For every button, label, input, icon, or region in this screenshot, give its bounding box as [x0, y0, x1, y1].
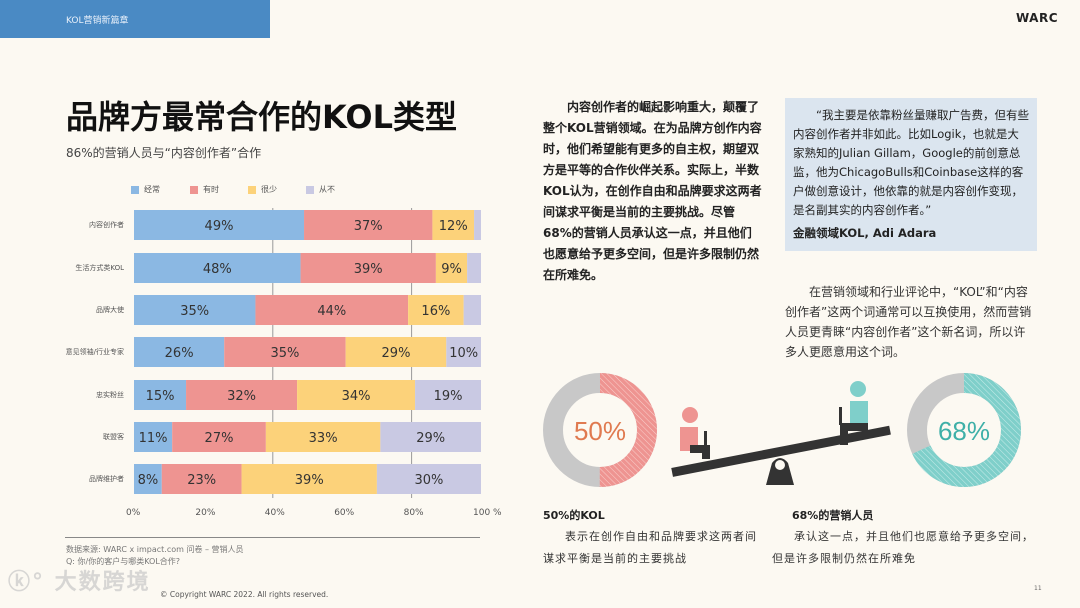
bar-label: 32% [227, 389, 256, 404]
bar-label: 12% [439, 219, 468, 234]
bar-label: 29% [416, 431, 445, 446]
bar-segment [224, 337, 346, 367]
x-tick-label: 100 % [473, 508, 502, 518]
brand-logo: WARC [1015, 11, 1058, 25]
bar-segment [255, 295, 409, 325]
bar-segment [134, 253, 301, 283]
section-header: KOL营销新篇章 [0, 0, 270, 38]
bar-label: 29% [382, 346, 411, 361]
bar-segment [241, 464, 377, 494]
x-tick-label: 80% [403, 508, 424, 518]
bar-label: 11% [139, 431, 168, 446]
bar-label: 10% [449, 346, 478, 361]
source-note: 数据来源: WARC x impact.com 问卷 – 营销人员 [66, 545, 244, 554]
bar-label: 33% [309, 431, 338, 446]
bar-label: 30% [414, 473, 443, 488]
seesaw-icon [671, 381, 891, 485]
bar-label: 34% [342, 389, 371, 404]
bar-segment [297, 380, 416, 410]
bar-segment [300, 253, 436, 283]
x-tick-label: 0% [126, 508, 141, 518]
stat-kol-text: 表示在创作自由和品牌要求这两者间谋求平衡是当前的主要挑战 [543, 530, 757, 565]
bar-segment [172, 422, 266, 452]
bar-segment [432, 210, 475, 240]
donut-marketers: 68% [907, 373, 1021, 487]
x-tick-label: 60% [334, 508, 355, 518]
bar-label: 44% [317, 304, 346, 319]
category-label: 内容创作者 [89, 221, 124, 229]
quote-box: “我主要是依靠粉丝量赚取广告费，但有些内容创作者并非如此。比如Logik，也就是… [785, 98, 1037, 251]
bar-segment [415, 380, 481, 410]
quote-attribution: 金融领域KOL, Adi Adara [793, 226, 937, 240]
intro-paragraph: 内容创作者的崛起影响重大，颠覆了整个KOL营销领域。在为品牌方创作内容时，他们希… [543, 100, 762, 282]
donut-kol-label: 50% [574, 416, 626, 446]
copyright: © Copyright WARC 2022. All rights reserv… [160, 590, 329, 599]
bar-label: 26% [165, 346, 194, 361]
terminology-paragraph: 在营销领域和行业评论中，“KOL”和“内容创作者”这两个词通常可以互换使用，然而… [785, 285, 1032, 359]
section-title: KOL营销新篇章 [66, 16, 129, 26]
legend-sometimes: 有时 [190, 184, 219, 195]
bar-label: 27% [205, 431, 234, 446]
bar-segment [408, 295, 464, 325]
bar-segment [345, 337, 447, 367]
bar-segment [474, 210, 481, 240]
bar-label: 39% [295, 473, 324, 488]
bar-segment [380, 422, 481, 452]
stat-marketers-text: 承认这一点，并且他们也愿意给予更多空间，但是许多限制仍然在所难免 [772, 530, 1034, 565]
category-label: 品牌大使 [96, 306, 124, 314]
category-label: 联盟客 [103, 433, 124, 441]
bar-segment [304, 210, 433, 240]
bar-label: 39% [354, 262, 383, 277]
stat-marketers-heading: 68%的营销人员 [792, 509, 874, 522]
question-note: Q: 你/你的客户与哪类KOL合作? [66, 557, 181, 566]
bar-label: 49% [205, 219, 234, 234]
legend-often: 经常 [131, 184, 160, 195]
x-tick-label: 20% [195, 508, 216, 518]
bar-label: 35% [180, 304, 209, 319]
infographic: 50% 68% [543, 373, 1021, 487]
bar-label: 37% [354, 219, 383, 234]
legend-rarely: 很少 [248, 184, 277, 195]
bar-label: 16% [421, 304, 450, 319]
bar-segment [463, 295, 481, 325]
bar-segment [134, 295, 256, 325]
bar-label: 8% [138, 473, 159, 488]
quote-text: “我主要是依靠粉丝量赚取广告费，但有些内容创作者并非如此。比如Logik，也就是… [793, 108, 1029, 217]
category-label: 意见领袖/行业专家 [65, 348, 124, 356]
category-label: 忠实粉丝 [96, 391, 124, 399]
bar-segment [265, 422, 381, 452]
bar-segment [161, 464, 242, 494]
bar-segment [134, 380, 187, 410]
x-tick-label: 40% [264, 508, 285, 518]
page-number: 11 [1034, 585, 1042, 592]
bar-segment [467, 253, 481, 283]
bar-label: 35% [270, 346, 299, 361]
page-title: 品牌方最常合作的KOL类型 [66, 98, 457, 136]
stacked-bar-chart: 49% 37% 12% 48% 39% 9% 35% 44% 16% 26% 35% 29% 10% 15… [134, 208, 481, 498]
legend-never: 从不 [306, 184, 335, 195]
donut-marketers-label: 68% [938, 416, 990, 446]
bar-label: 48% [203, 262, 232, 277]
divider [65, 537, 480, 538]
bar-segment [134, 337, 225, 367]
bar-segment [435, 253, 468, 283]
donut-kol: 50% [543, 373, 657, 487]
category-label: 品牌维护者 [89, 475, 124, 483]
bar-label: 23% [187, 473, 216, 488]
bar-segment [186, 380, 298, 410]
bar-segment [446, 337, 481, 367]
bar-label: 15% [146, 389, 175, 404]
bar-segment [134, 464, 162, 494]
bar-segment [376, 464, 481, 494]
bar-label: 19% [434, 389, 463, 404]
bar-label: 9% [441, 262, 462, 277]
watermark: ⓚ° 大数跨境 [8, 570, 151, 595]
stat-kol-heading: 50%的KOL [543, 509, 605, 522]
bar-segment [134, 210, 305, 240]
bar-segment [134, 422, 173, 452]
page-subtitle: 86%的营销人员与“内容创作者”合作 [66, 146, 262, 160]
category-label: 生活方式类KOL [75, 264, 124, 272]
